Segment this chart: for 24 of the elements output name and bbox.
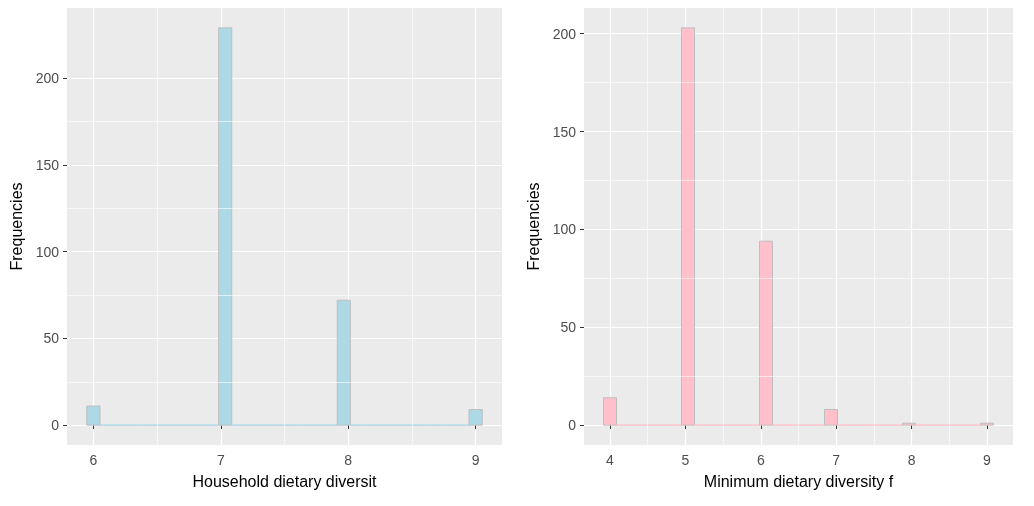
y-tick-label: 200 xyxy=(552,25,577,42)
x-axis-title: Minimum dietary diversity f xyxy=(703,472,894,490)
y-tick-label: 50 xyxy=(43,330,60,347)
x-tick-label: 8 xyxy=(344,452,353,468)
y-tick-label: 0 xyxy=(568,417,577,434)
x-tick-label: 6 xyxy=(89,452,98,468)
x-tick-label: 8 xyxy=(907,452,916,468)
y-tick-label: 200 xyxy=(35,70,60,87)
x-tick-label: 7 xyxy=(216,452,225,468)
x-tick-label: 9 xyxy=(983,452,992,468)
y-axis-title: Frequencies xyxy=(525,182,543,271)
y-tick-label: 150 xyxy=(552,123,577,140)
x-tick-label: 5 xyxy=(681,452,690,468)
x-tick-label: 7 xyxy=(832,452,841,468)
x-tick-label: 4 xyxy=(606,452,615,468)
y-tick-label: 50 xyxy=(560,319,577,336)
y-tick-label: 0 xyxy=(51,417,60,434)
y-tick-label: 150 xyxy=(35,156,60,173)
x-tick-label: 9 xyxy=(471,452,480,468)
y-tick-label: 100 xyxy=(552,221,577,238)
x-tick-label: 6 xyxy=(756,452,765,468)
x-axis-title: Household dietary diversit xyxy=(192,472,378,490)
y-axis-title: Frequencies xyxy=(8,182,26,271)
y-tick-label: 100 xyxy=(35,243,60,260)
